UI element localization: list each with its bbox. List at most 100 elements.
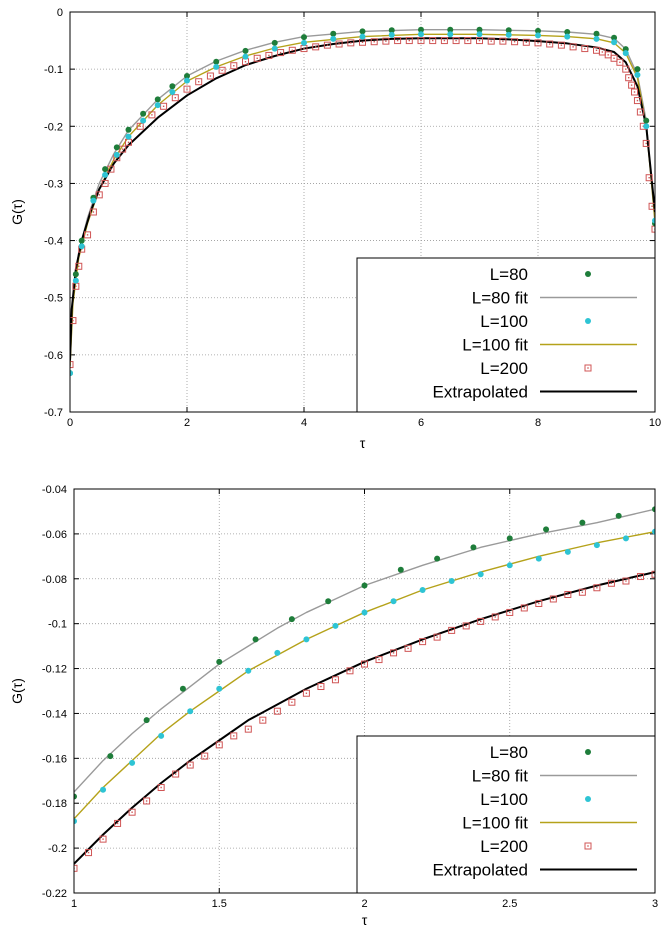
data-point-circle — [271, 45, 278, 52]
data-point-square-dot — [151, 114, 153, 116]
data-point-square — [70, 361, 74, 369]
data-point-square — [440, 37, 448, 45]
data-point-circle — [169, 89, 176, 95]
data-point-square-dot — [443, 39, 446, 42]
data-point-square-dot — [560, 44, 563, 46]
data-point-square — [323, 41, 331, 49]
data-point-circle — [158, 732, 165, 739]
legend-square-swatch — [584, 364, 592, 372]
y-tick-label: -0.4 — [44, 236, 63, 248]
series-line — [74, 571, 655, 865]
data-point-circle — [288, 616, 295, 623]
y-tick-label: -0.1 — [48, 619, 67, 631]
data-point-square — [616, 58, 624, 66]
data-point-square — [148, 111, 156, 119]
data-point-square-dot — [186, 88, 188, 90]
legend-circle-swatch — [585, 318, 591, 324]
data-point-square-dot — [110, 168, 112, 170]
y-tick-label: -0.08 — [42, 574, 67, 586]
data-point-square-dot — [320, 685, 322, 688]
data-point-circle — [274, 649, 281, 656]
legend-label: L=200 — [480, 837, 528, 856]
legend: L=80 L=80 fit L=100 L=100 fit L=200 Extrapola… — [356, 257, 656, 413]
y-tick-label: -0.16 — [42, 753, 67, 765]
legend-label: L=80 fit — [472, 289, 529, 308]
bottom-chart-panel: 1 1.5 2 2.5 3-0.22-0.2-0.18-0.16-0.14-0.12-0… — [9, 484, 658, 928]
data-point-square — [607, 579, 615, 587]
data-point-square — [462, 622, 470, 630]
data-point-square — [464, 37, 472, 45]
data-point-circle — [643, 117, 650, 124]
data-point-circle — [125, 133, 132, 140]
data-point-circle — [102, 166, 109, 173]
legend-label: L=80 — [490, 265, 528, 284]
data-point-square-dot — [636, 99, 639, 102]
data-point-square — [631, 88, 639, 96]
data-point-circle — [90, 197, 97, 204]
data-point-circle — [652, 528, 655, 535]
data-point-square — [119, 145, 127, 153]
data-point-square — [361, 660, 368, 668]
data-point-square-dot — [627, 77, 630, 79]
data-point-square — [448, 626, 456, 634]
legend-square-swatch-dot — [587, 367, 589, 369]
data-point-circle — [643, 123, 650, 130]
data-point-square-dot — [174, 97, 176, 99]
y-axis: -0.22 -0.2 -0.18 -0.16 -0.14 -0.12 -0.1 -0.08 -0… — [42, 484, 655, 900]
data-point-square — [651, 570, 655, 578]
data-point-circle — [252, 636, 259, 643]
data-point-circle — [419, 587, 426, 593]
x-tick-label: 2.5 — [502, 898, 517, 910]
series-extrapolated — [74, 571, 655, 865]
data-point-square-dot — [221, 69, 223, 71]
data-point-square — [382, 37, 390, 45]
data-point-circle — [564, 33, 571, 40]
data-point-square-dot — [349, 670, 351, 672]
data-point-circle — [652, 506, 655, 513]
data-point-square-dot — [256, 57, 258, 59]
data-point-square-dot — [218, 744, 220, 746]
data-point-circle — [611, 39, 618, 46]
data-point-square — [549, 595, 557, 603]
data-point-square-dot — [490, 40, 492, 42]
data-point-circle — [611, 34, 618, 41]
data-point-square-dot — [160, 786, 162, 789]
y-tick-label: -0.14 — [42, 708, 67, 720]
data-point-circle — [72, 271, 79, 278]
data-point-square — [390, 649, 398, 657]
data-point-square-dot — [595, 49, 598, 51]
data-point-circle — [361, 609, 368, 616]
data-point-square — [581, 45, 589, 53]
data-point-square — [128, 808, 136, 816]
data-point-square — [628, 81, 636, 89]
data-point-circle — [388, 31, 395, 38]
data-point-square — [419, 638, 427, 646]
data-point-square — [370, 38, 378, 46]
data-point-circle — [593, 542, 600, 549]
data-point-circle — [242, 53, 249, 60]
data-point-square-dot — [303, 47, 305, 50]
data-point-square-dot — [552, 598, 555, 600]
data-point-square — [277, 49, 285, 57]
data-point-square-dot — [385, 40, 387, 42]
data-point-square — [429, 37, 437, 45]
data-point-square — [160, 102, 168, 110]
data-point-square — [84, 231, 92, 239]
series-l-200 — [70, 37, 655, 369]
data-point-circle — [564, 548, 571, 555]
data-point-square — [569, 43, 577, 51]
y-tick-label: -0.12 — [42, 664, 67, 676]
x-axis-label: τ — [362, 912, 368, 928]
series-l-100 — [74, 528, 655, 825]
data-point-square-dot — [174, 773, 177, 775]
data-point-square — [157, 784, 165, 792]
legend-square-swatch — [584, 842, 592, 850]
x-tick-label: 2 — [184, 417, 190, 429]
data-point-square-dot — [537, 42, 539, 44]
data-point-square-dot — [567, 593, 569, 596]
data-point-square-dot — [509, 611, 511, 614]
data-point-square-dot — [538, 602, 540, 605]
data-point-square-dot — [363, 663, 366, 665]
legend-circle-swatch — [585, 271, 591, 277]
data-point-square-dot — [86, 234, 89, 236]
